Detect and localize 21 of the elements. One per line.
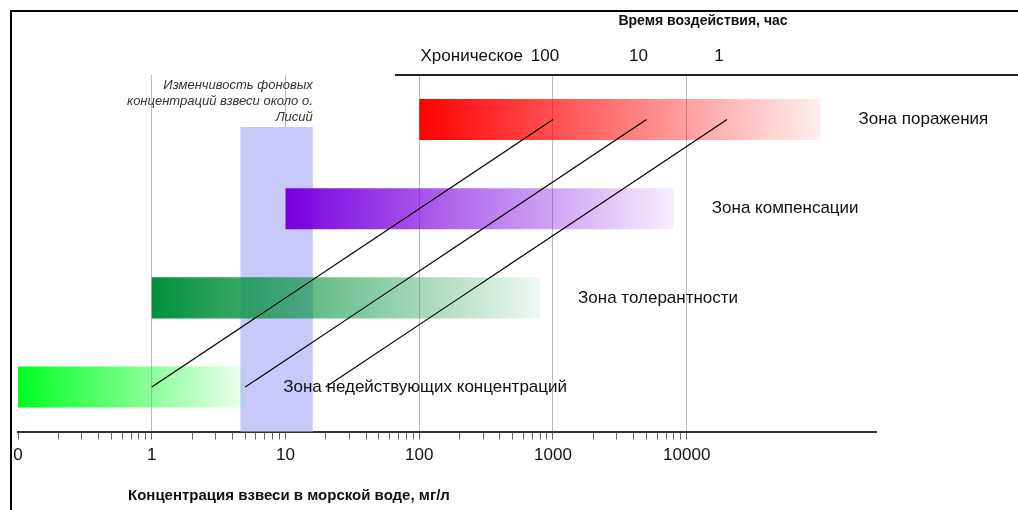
x-tick-label: 1 <box>147 445 157 465</box>
bar <box>419 99 821 141</box>
bar <box>151 277 541 319</box>
bar <box>285 188 674 230</box>
band-label: Изменчивость фоновых концентраций взвеси около о. Лисий <box>127 77 314 124</box>
x-tick-label: 10 <box>276 445 295 465</box>
text: 100 <box>530 46 560 65</box>
y-tick-label: Зона компенсации <box>711 198 859 218</box>
y-tick-label: Зона толерантности <box>578 287 739 307</box>
text: 1 <box>714 46 724 65</box>
text: 10 <box>629 46 648 65</box>
x-tick-label: 100 <box>405 445 434 465</box>
bar <box>18 366 246 408</box>
y-tick-label: Зона поражения <box>858 109 989 129</box>
text: Хроническое <box>420 46 523 65</box>
y-tick-label: Зона недействующих концентраций <box>283 376 568 396</box>
x-tick-label: 10000 <box>663 445 711 465</box>
text: Время воздействия, час <box>618 12 788 28</box>
x-axis-title: Концентрация взвеси в морской воде, мг/л <box>128 486 450 503</box>
x-tick-label: 1000 <box>534 445 572 465</box>
x-tick-label: 0 <box>13 445 23 465</box>
